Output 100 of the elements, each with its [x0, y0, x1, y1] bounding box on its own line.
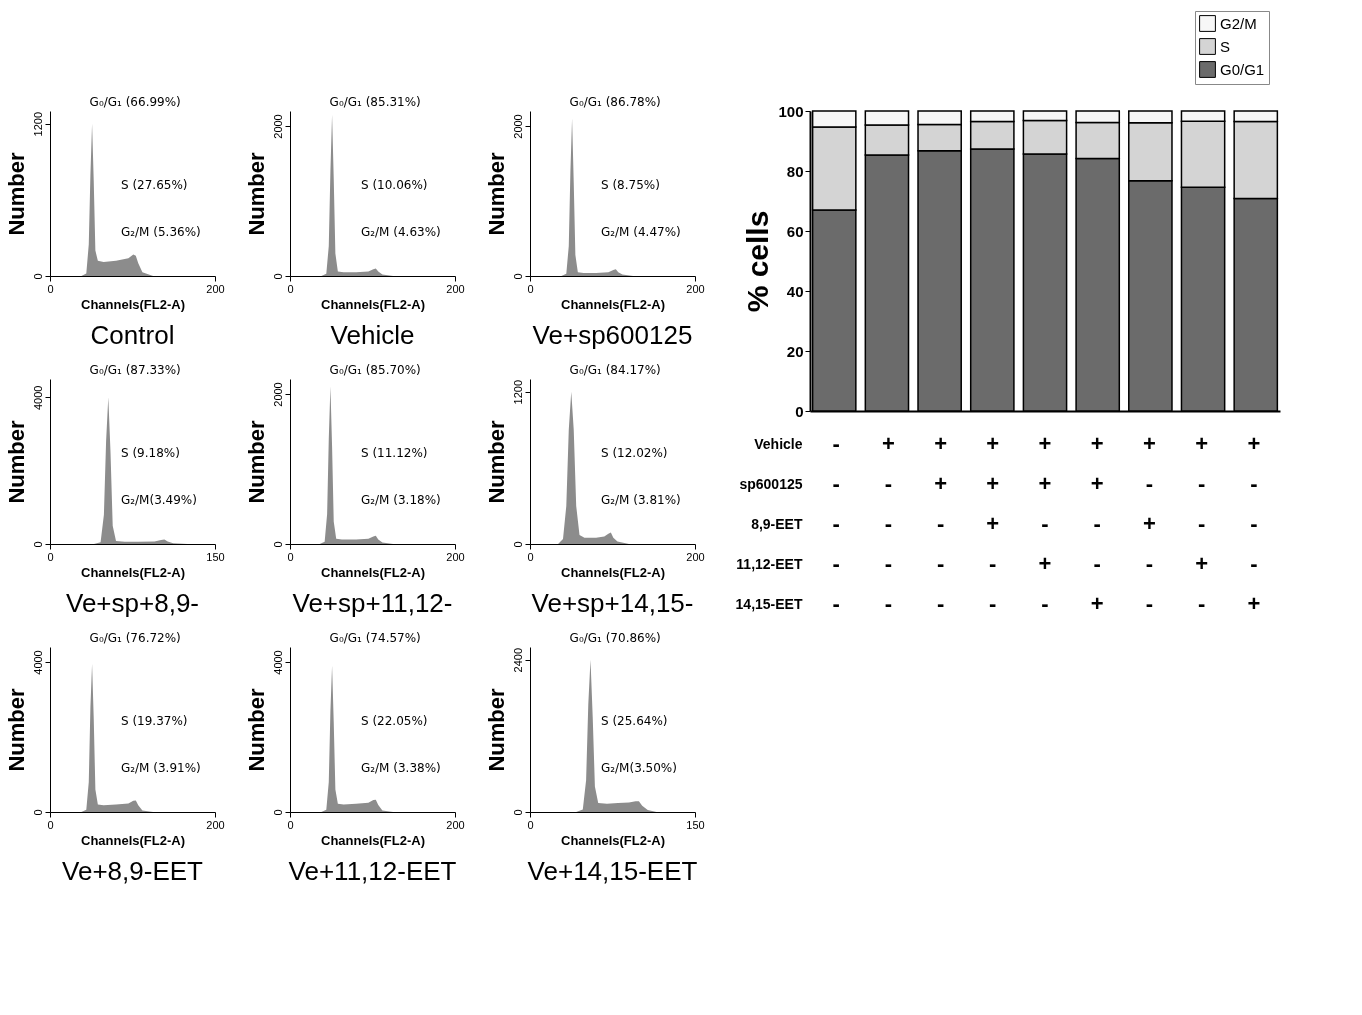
- text: G₀/G₁ (86.78%): [569, 95, 661, 109]
- annotation: S (19.37%): [120, 714, 188, 729]
- text: Vehicle - + + + + + + + +: [754, 431, 1261, 456]
- y-tick-label: 0: [795, 402, 804, 420]
- text: Ve+8,9-EET: [62, 856, 204, 886]
- x-axis-title: Channels(FL2-A): [321, 296, 425, 312]
- y-tick-label: 0: [271, 273, 284, 280]
- y-tick-label: 2400: [511, 647, 524, 673]
- text: G₀/G₁ (66.99%): [89, 95, 181, 109]
- text: 8,9-EET - - - + - - + - -: [751, 511, 1258, 536]
- x-tick-label: 0: [287, 818, 294, 831]
- x-tick-label: 0: [527, 550, 534, 563]
- annotation: G₂/M (3.81%): [600, 492, 681, 507]
- text: G₀/G₁ (74.57%): [329, 631, 421, 645]
- x-tick-label: 200: [206, 818, 225, 831]
- x-axis-title: Channels(FL2-A): [81, 832, 185, 848]
- y-tick-label: 0: [31, 273, 44, 280]
- x-tick-label: 200: [686, 550, 705, 563]
- y-tick-label: 2000: [511, 114, 524, 139]
- text: G₀/G₁ (76.72%): [89, 631, 181, 645]
- x-axis-title: Channels(FL2-A): [81, 564, 185, 580]
- x-axis-title: Channels(FL2-A): [321, 564, 425, 580]
- legend-label: S: [1220, 37, 1231, 55]
- y-axis-title: % cells: [741, 210, 775, 313]
- y-tick-label: 4000: [271, 650, 284, 675]
- y-axis-title: Number: [483, 688, 509, 772]
- annotation: S (22.05%): [360, 714, 428, 729]
- y-axis-title: Number: [483, 420, 509, 504]
- y-tick-label: 40: [786, 282, 804, 300]
- x-axis-title: Channels(FL2-A): [561, 296, 665, 312]
- text: sp600125 - - + + + + - - -: [739, 471, 1258, 496]
- x-axis-title: Channels(FL2-A): [321, 832, 425, 848]
- y-tick-label: 1200: [31, 111, 44, 137]
- y-tick-label: 0: [31, 809, 44, 816]
- text: Ve+11,12-EET: [288, 856, 457, 886]
- x-tick-label: 0: [47, 282, 54, 295]
- text: Ve+sp600125: [532, 320, 693, 350]
- y-axis-title: Number: [243, 152, 269, 236]
- y-tick-label: 0: [511, 541, 524, 548]
- annotation: G₂/M (3.38%): [360, 760, 441, 775]
- text: Control: [90, 320, 175, 350]
- text: G₀/G₁ (85.70%): [329, 363, 421, 377]
- text: G₀/G₁ (85.31%): [329, 95, 421, 109]
- annotation: G₂/M (4.63%): [360, 224, 441, 239]
- annotation: G₂/M (3.91%): [120, 760, 201, 775]
- x-axis-title: Channels(FL2-A): [81, 296, 185, 312]
- x-axis-title: Channels(FL2-A): [561, 832, 665, 848]
- text: G₀/G₁ (70.86%): [569, 631, 661, 645]
- y-tick-label: 1200: [511, 379, 524, 405]
- y-tick-label: 0: [271, 541, 284, 548]
- text: 11,12-EET - - - - + - - + -: [736, 551, 1258, 576]
- legend-label: G2/M: [1220, 14, 1257, 32]
- text: Ve+14,15-EET: [527, 856, 698, 886]
- text: Ve+sp+14,15-: [531, 588, 694, 618]
- annotation: S (12.02%): [600, 446, 668, 461]
- y-tick-label: 20: [786, 342, 804, 360]
- x-tick-label: 200: [446, 818, 465, 831]
- x-tick-label: 200: [446, 550, 465, 563]
- y-axis-title: Number: [3, 420, 29, 504]
- annotation: S (8.75%): [600, 178, 660, 193]
- y-axis-title: Number: [3, 688, 29, 772]
- y-tick-label: 60: [786, 222, 804, 240]
- x-tick-label: 150: [686, 818, 705, 831]
- y-tick-label: 0: [511, 273, 524, 280]
- annotation: G₂/M(3.49%): [120, 492, 197, 507]
- annotation: G₂/M (5.36%): [120, 224, 201, 239]
- x-tick-label: 0: [47, 818, 54, 831]
- text: Ve+sp+8,9-: [66, 588, 199, 618]
- x-tick-label: 0: [527, 282, 534, 295]
- x-tick-label: 150: [206, 550, 225, 563]
- annotation: S (27.65%): [120, 178, 188, 193]
- x-tick-label: 200: [686, 282, 705, 295]
- annotation: G₂/M (4.47%): [600, 224, 681, 239]
- text: Vehicle: [330, 320, 415, 350]
- x-axis-title: Channels(FL2-A): [561, 564, 665, 580]
- y-tick-label: 0: [511, 809, 524, 816]
- text: Ve+sp+11,12-: [292, 588, 453, 618]
- annotation: G₂/M(3.50%): [600, 760, 677, 775]
- y-axis-title: Number: [3, 152, 29, 236]
- x-tick-label: 200: [446, 282, 465, 295]
- annotation: S (11.12%): [360, 446, 428, 461]
- y-tick-label: 4000: [31, 385, 44, 411]
- annotation: S (25.64%): [600, 714, 668, 729]
- x-tick-label: 0: [527, 818, 534, 831]
- annotation: S (10.06%): [360, 178, 428, 193]
- text: G₀/G₁ (87.33%): [89, 363, 181, 377]
- y-tick-label: 4000: [31, 650, 44, 675]
- y-tick-label: 0: [31, 541, 44, 548]
- y-axis-title: Number: [243, 688, 269, 772]
- y-axis-title: Number: [243, 420, 269, 504]
- x-tick-label: 0: [287, 550, 294, 563]
- y-tick-label: 0: [271, 809, 284, 816]
- x-tick-label: 0: [287, 282, 294, 295]
- annotation: S (9.18%): [120, 446, 180, 461]
- x-tick-label: 200: [206, 282, 225, 295]
- y-axis-title: Number: [483, 152, 509, 236]
- annotation: G₂/M (3.18%): [360, 492, 441, 507]
- y-tick-label: 100: [778, 102, 804, 120]
- text: G₀/G₁ (84.17%): [569, 363, 661, 377]
- x-tick-label: 0: [47, 550, 54, 563]
